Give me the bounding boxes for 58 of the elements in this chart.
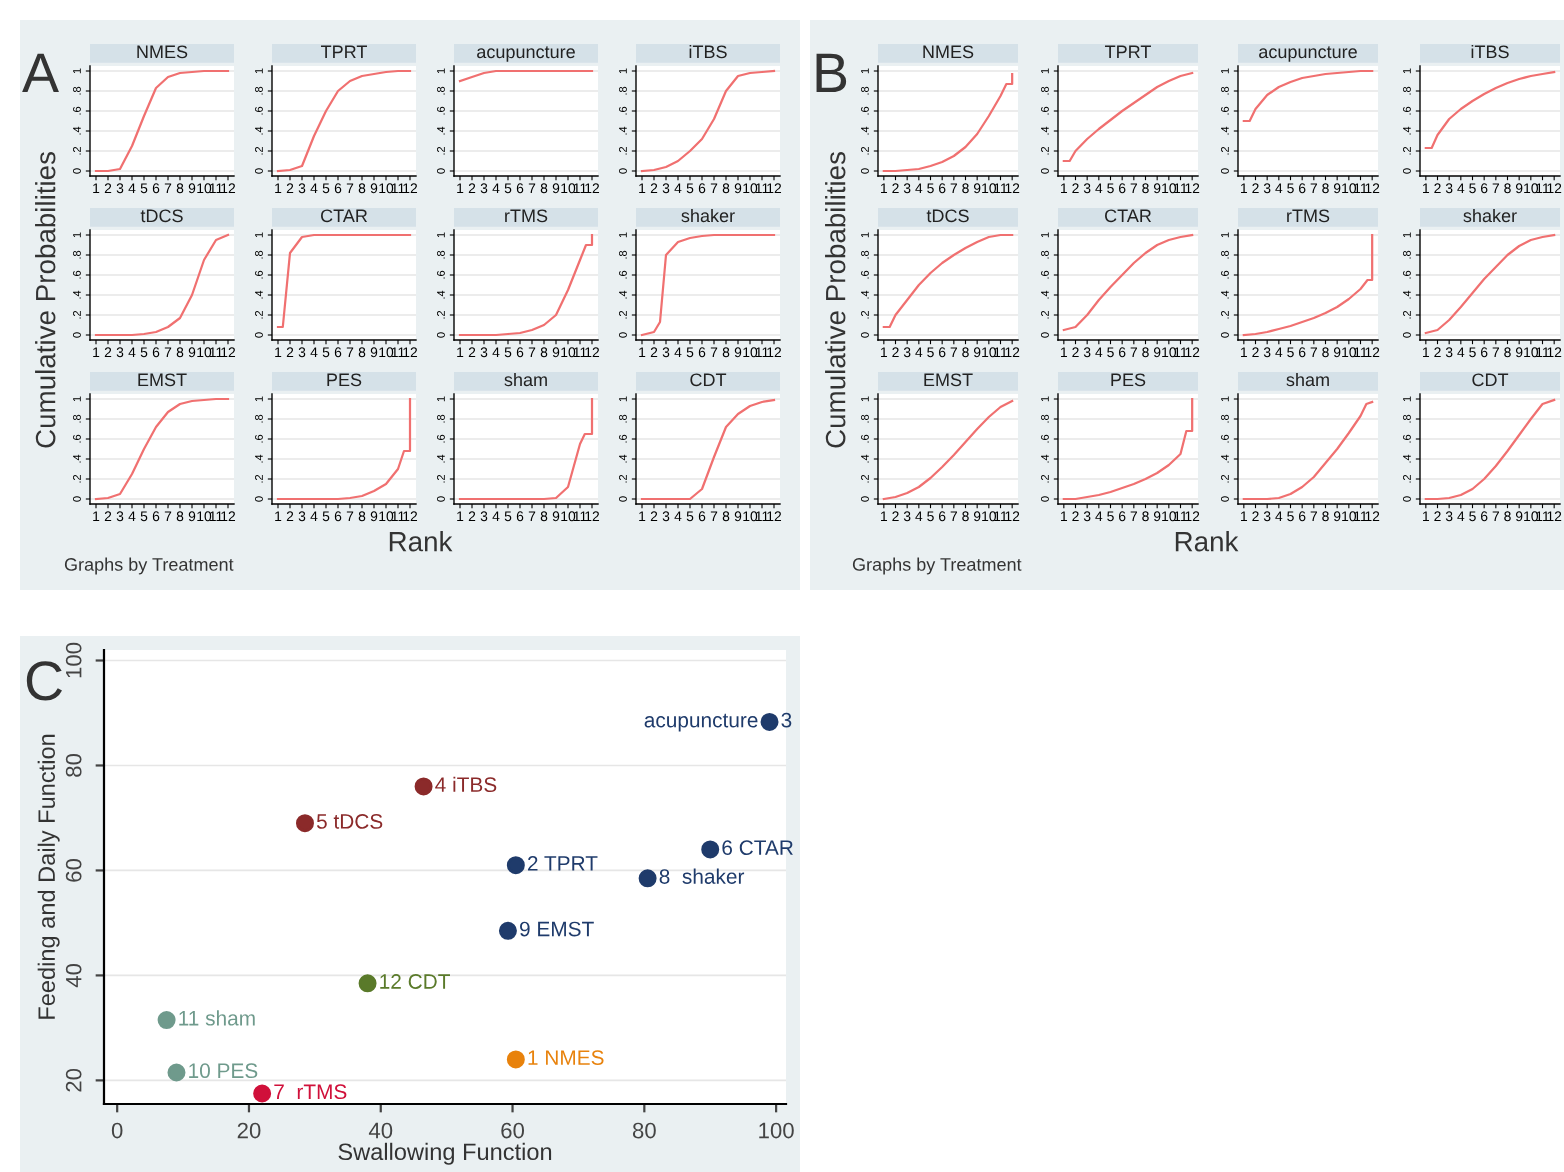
chart-title: rTMS: [505, 209, 548, 223]
annotation: 9 EMST: [520, 921, 594, 937]
annotation: 10 PES: [189, 1063, 258, 1079]
x-axis-title: Rank: [389, 531, 453, 552]
annotation: 6 CTAR: [722, 840, 793, 856]
chart-title: shaker: [681, 208, 735, 223]
annotation: 3: [781, 712, 792, 728]
text: A: [22, 53, 59, 92]
chart-title: acupuncture: [1259, 46, 1357, 62]
chart-title: rTMS: [1287, 209, 1330, 223]
chart-title: NMES: [137, 45, 188, 59]
chart-title: TPRT: [320, 45, 367, 59]
annotation: 4 iTBS: [435, 776, 497, 793]
chart-title: CTAR: [321, 209, 368, 223]
y-tick-label: 60: [65, 858, 82, 882]
chart-title: sham: [1286, 372, 1329, 387]
annotation: 2 TPRT: [528, 856, 598, 871]
annotation: 8 shaker: [659, 868, 745, 884]
x-tick-label: 0: [111, 1122, 123, 1139]
chart-title: NMES: [923, 45, 974, 59]
x-axis-title: Rank: [1175, 531, 1239, 552]
y-tick-label: 40: [65, 963, 82, 988]
chart-title: CTAR: [1105, 209, 1152, 223]
chart-title: EMST: [138, 373, 187, 387]
chart-title: tDCS: [140, 209, 183, 223]
x-tick-label: 80: [632, 1122, 656, 1139]
chart-title: TPRT: [1104, 45, 1151, 59]
x-axis-title: Swallowing Function: [338, 1142, 552, 1165]
chart-title: PES: [327, 373, 362, 387]
chart-title: PES: [1111, 373, 1146, 387]
y-axis-title: Cumulative Probabilities: [825, 152, 846, 448]
y-axis-title: Feeding and Daily Function: [37, 734, 60, 1019]
chart-title: iTBS: [689, 44, 727, 59]
chart-title: sham: [504, 372, 547, 387]
x-tick-label: 40: [368, 1122, 393, 1139]
y-tick-label: 80: [65, 753, 82, 777]
x-tick-label: 60: [501, 1122, 525, 1139]
x-tick-label: 100: [759, 1122, 794, 1139]
annotation: 1 NMES: [528, 1050, 604, 1065]
chart-title: shaker: [1463, 208, 1517, 223]
chart-title: EMST: [924, 373, 973, 387]
annotation: 5 tDCS: [316, 814, 383, 829]
y-tick-label: 20: [65, 1068, 82, 1092]
annotation: 12 CDT: [380, 974, 450, 989]
chart-title: acupuncture: [477, 46, 575, 62]
annotation: 11 sham: [179, 1010, 255, 1026]
text: B: [816, 53, 847, 92]
annotation: acupuncture: [644, 713, 758, 732]
text: Graphs by Treatment: [852, 557, 1022, 575]
y-tick-label: 100: [65, 642, 82, 678]
chart-title: CDT: [1472, 373, 1509, 387]
y-axis-title: Cumulative Probabilities: [35, 152, 56, 448]
chart-title: tDCS: [926, 209, 969, 223]
chart-title: iTBS: [1471, 44, 1509, 59]
annotation: 7 rTMS: [274, 1084, 347, 1100]
text: C: [26, 661, 62, 701]
text: Graphs by Treatment: [64, 557, 234, 575]
chart-title: CDT: [690, 373, 727, 387]
